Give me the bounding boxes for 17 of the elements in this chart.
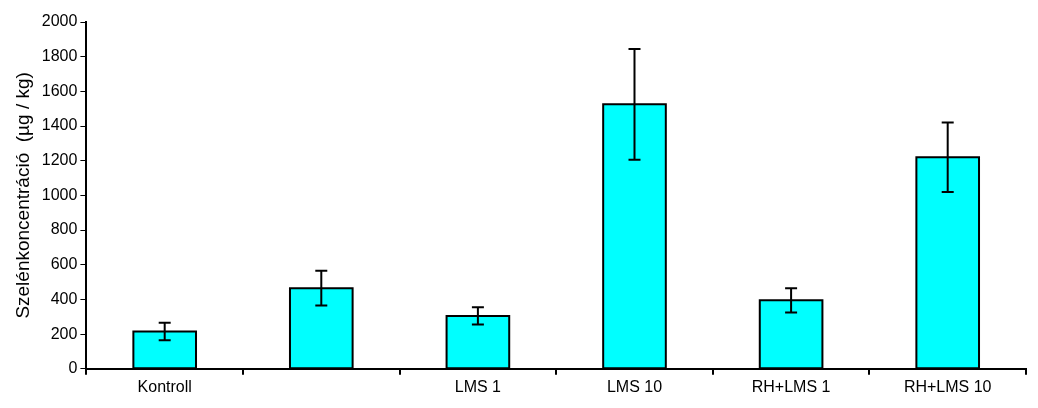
x-tick-label: RH+LMS 1 xyxy=(751,377,831,395)
y-axis-title: Szelénkoncentráció (µg / kg) xyxy=(11,72,33,319)
x-tick-label: LMS 1 xyxy=(454,377,502,395)
y-tick-label: 1600 xyxy=(41,81,78,99)
y-tick-label: 1200 xyxy=(41,151,78,169)
x-tick-label: RH+LMS 10 xyxy=(903,377,992,395)
x-tick-label: LMS 10 xyxy=(606,377,663,395)
y-tick-label: 800 xyxy=(50,220,78,238)
y-tick-label: 1400 xyxy=(41,116,78,134)
y-tick-label: 2000 xyxy=(41,12,78,30)
y-tick-label: 0 xyxy=(68,359,78,377)
y-tick-label: 600 xyxy=(50,255,78,273)
y-tick-label: 400 xyxy=(50,289,78,307)
x-tick-label: Kontroll xyxy=(137,377,192,395)
y-tick-label: 1000 xyxy=(41,185,78,203)
y-tick-label: 200 xyxy=(50,324,78,342)
y-tick-label: 1800 xyxy=(41,47,78,65)
